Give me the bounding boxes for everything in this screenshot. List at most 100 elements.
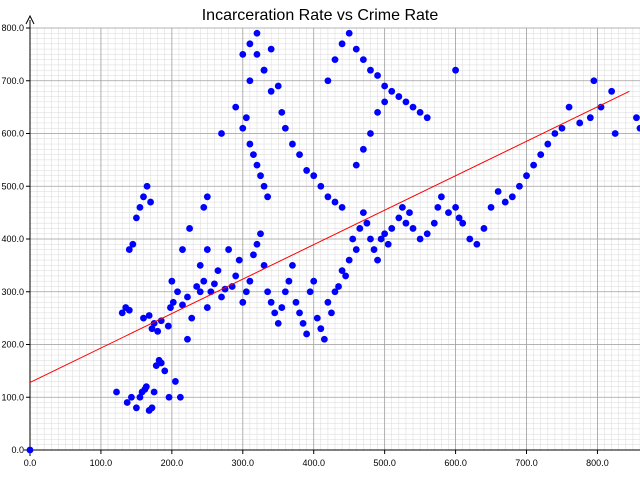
data-point: [406, 209, 413, 217]
data-point: [398, 203, 406, 211]
trend-line-group: [29, 90, 630, 383]
data-point: [494, 188, 502, 195]
data-point: [274, 82, 282, 90]
data-point: [148, 325, 156, 333]
data-point: [179, 246, 186, 253]
data-point: [473, 240, 481, 248]
data-point: [196, 288, 204, 296]
data-point: [416, 235, 424, 243]
data-point: [125, 246, 133, 253]
data-point: [388, 225, 396, 232]
data-point: [132, 214, 140, 222]
data-point: [267, 45, 275, 53]
y-tick-label: 200.0: [1, 340, 24, 350]
data-point: [345, 29, 353, 37]
data-point: [203, 304, 211, 311]
x-tick-label: 100.0: [90, 458, 113, 468]
data-point: [342, 272, 350, 280]
data-point: [179, 301, 186, 309]
data-point: [409, 225, 417, 232]
x-tick-label: 300.0: [232, 458, 255, 468]
data-point: [313, 314, 321, 322]
data-point: [423, 230, 431, 238]
data-point: [264, 193, 272, 201]
data-point: [239, 298, 247, 306]
data-point: [558, 124, 566, 132]
data-point: [466, 235, 474, 243]
data-point: [590, 77, 598, 85]
data-point: [452, 203, 459, 211]
data-point: [118, 309, 126, 317]
data-point: [154, 327, 162, 335]
data-point: [338, 40, 346, 48]
data-point: [113, 388, 120, 396]
data-point: [381, 230, 389, 238]
data-point: [257, 230, 264, 238]
data-point: [331, 56, 339, 64]
data-point: [402, 98, 410, 106]
data-point: [232, 103, 240, 111]
data-point: [306, 288, 314, 296]
data-point: [317, 325, 325, 333]
data-point: [501, 198, 509, 206]
data-point: [377, 235, 385, 243]
data-point: [145, 312, 153, 319]
data-point: [203, 246, 211, 253]
data-point: [523, 172, 530, 180]
data-point: [196, 261, 204, 269]
data-point: [218, 293, 225, 301]
data-point: [565, 103, 573, 111]
data-point: [281, 288, 289, 296]
data-point: [267, 298, 275, 306]
data-point: [480, 225, 488, 232]
data-point: [349, 235, 357, 243]
data-point: [289, 140, 296, 148]
data-point: [150, 388, 158, 396]
y-tick-label: 400.0: [1, 234, 24, 244]
data-point: [267, 87, 275, 95]
data-point: [544, 140, 552, 148]
data-point: [338, 267, 346, 275]
data-point: [367, 235, 374, 243]
data-point: [188, 314, 196, 322]
data-point: [140, 314, 147, 322]
data-point: [211, 280, 218, 288]
data-point: [161, 367, 169, 375]
data-point: [338, 203, 346, 211]
data-point: [274, 320, 282, 327]
y-tick-label: 300.0: [1, 287, 24, 297]
data-point: [430, 219, 438, 227]
data-point: [356, 225, 364, 232]
data-point: [186, 225, 193, 232]
data-point: [246, 40, 254, 48]
data-point: [136, 393, 144, 401]
axes: [24, 14, 640, 456]
data-point: [184, 335, 191, 343]
data-point: [381, 82, 389, 90]
major-grid: [29, 27, 640, 451]
data-point: [487, 203, 495, 211]
data-point: [292, 298, 300, 306]
data-point: [633, 114, 640, 122]
data-point: [303, 167, 311, 174]
data-point: [281, 124, 289, 132]
y-tick-labels: 0.0 100.0 200.0 300.0 400.0 500.0 600.0 700.0 80…: [1, 23, 30, 455]
data-point: [157, 359, 165, 367]
y-tick-label: 600.0: [1, 129, 24, 139]
data-point: [253, 50, 261, 58]
data-point: [370, 246, 378, 253]
data-point: [184, 293, 191, 301]
data-point: [320, 335, 328, 343]
data-point: [367, 130, 374, 137]
data-point: [214, 267, 222, 275]
data-point: [260, 66, 268, 74]
data-point: [434, 203, 442, 211]
data-point: [174, 288, 181, 296]
data-point: [576, 119, 584, 127]
data-point: [218, 130, 225, 137]
data-point: [551, 130, 559, 137]
data-point: [172, 378, 179, 385]
data-point: [285, 277, 293, 285]
data-point: [278, 109, 286, 116]
